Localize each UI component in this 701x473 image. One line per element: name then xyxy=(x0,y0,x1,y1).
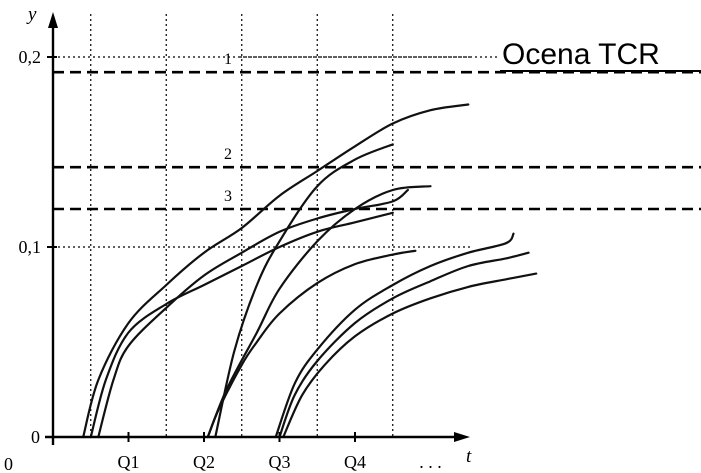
series-line xyxy=(282,272,538,439)
x-axis-arrow xyxy=(454,432,470,442)
x-tick-label: Q2 xyxy=(193,452,215,472)
curves xyxy=(82,103,538,439)
y-axis-arrow xyxy=(48,12,58,28)
labels: 1 2 3 0,1 0,2 0 Q1 Q2 Q3 Q4 . . . xyxy=(19,47,442,472)
series-line xyxy=(97,188,409,439)
series-line xyxy=(206,185,432,439)
y-axis-label: y xyxy=(26,4,37,25)
grid xyxy=(53,14,470,437)
threshold-label: 3 xyxy=(224,188,232,205)
y-tick-label: 0,2 xyxy=(19,47,42,67)
series-line xyxy=(82,103,470,439)
x-axis-label: t xyxy=(466,446,472,467)
threshold-lines xyxy=(53,56,701,211)
series-line xyxy=(278,251,530,439)
threshold-label: 2 xyxy=(224,146,232,163)
x-tick-label: Q3 xyxy=(269,452,291,472)
series-line xyxy=(274,232,515,439)
threshold-label: 1 xyxy=(224,51,232,68)
x-tick-label: Q1 xyxy=(118,452,140,472)
series-line xyxy=(89,211,394,439)
y-tick-label: 0 xyxy=(31,427,40,447)
series-line xyxy=(214,143,394,439)
series-line xyxy=(206,249,417,439)
chart-title: Ocena TCR xyxy=(502,38,660,71)
x-tick-label: . . . xyxy=(419,452,442,472)
origin-label: 0 xyxy=(4,454,13,473)
x-tick-label: Q4 xyxy=(344,452,366,472)
y-tick-label: 0,1 xyxy=(19,237,42,257)
axes xyxy=(45,12,470,445)
